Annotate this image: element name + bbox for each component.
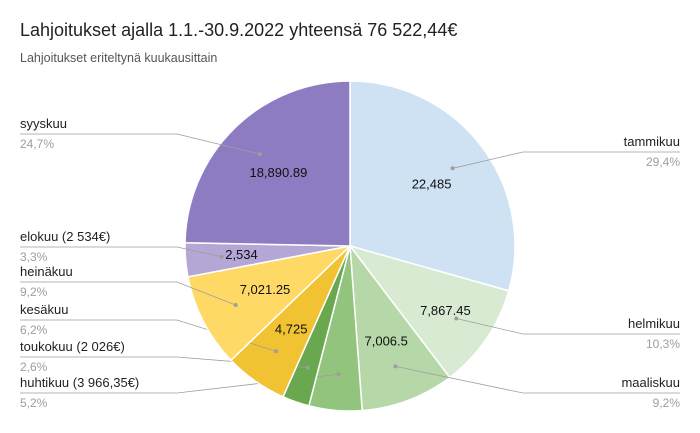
leader-line xyxy=(20,246,222,258)
slice-percent-label: 9,2% xyxy=(20,285,48,299)
chart-title: Lahjoitukset ajalla 1.1.-30.9.2022 yhtee… xyxy=(20,20,458,40)
slice-percent-label: 6,2% xyxy=(20,323,48,337)
slice-name-label: elokuu (2 534€) xyxy=(20,229,110,244)
slice-value-label: 18,890.89 xyxy=(249,165,307,180)
slice-percent-label: 5,2% xyxy=(20,396,48,410)
pie-slice xyxy=(187,244,353,362)
slice-value-label: 2,534 xyxy=(225,247,258,262)
leader-line xyxy=(20,281,236,306)
slice-name-label: kesäkuu xyxy=(20,302,68,317)
leader-line xyxy=(395,366,680,394)
leader-line xyxy=(20,133,260,155)
slice-value-label: 7,021.25 xyxy=(240,282,291,297)
slice-name-label: maaliskuu xyxy=(621,375,680,390)
slice-value-label: 7,006.5 xyxy=(365,334,408,349)
chart-subtitle: Lahjoitukset eriteltynä kuukausittain xyxy=(20,51,218,65)
pie-slice xyxy=(349,80,516,292)
slice-name-label: syyskuu xyxy=(20,116,67,131)
slice-value-label: 4,725 xyxy=(275,322,308,337)
slice-name-label: tammikuu xyxy=(624,134,680,149)
slice-value-label: 7,867.45 xyxy=(420,303,471,318)
slice-percent-label: 10,3% xyxy=(646,337,680,351)
pie-slice xyxy=(184,80,351,247)
leader-line xyxy=(452,151,680,169)
slice-percent-label: 24,7% xyxy=(20,137,54,151)
slice-value-label: 22,485 xyxy=(412,176,452,191)
leader-line xyxy=(456,318,680,335)
slice-name-label: toukokuu (2 026€) xyxy=(20,339,125,354)
slice-percent-label: 3,3% xyxy=(20,250,48,264)
slice-percent-label: 29,4% xyxy=(646,155,680,169)
pie-slice xyxy=(349,243,451,412)
pie-slice xyxy=(348,244,510,379)
slice-percent-label: 2,6% xyxy=(20,360,48,374)
slice-percent-label: 9,2% xyxy=(653,396,681,410)
slice-name-label: huhtikuu (3 966,35€) xyxy=(20,375,139,390)
slice-name-label: helmikuu xyxy=(628,316,680,331)
slice-name-label: heinäkuu xyxy=(20,264,73,279)
